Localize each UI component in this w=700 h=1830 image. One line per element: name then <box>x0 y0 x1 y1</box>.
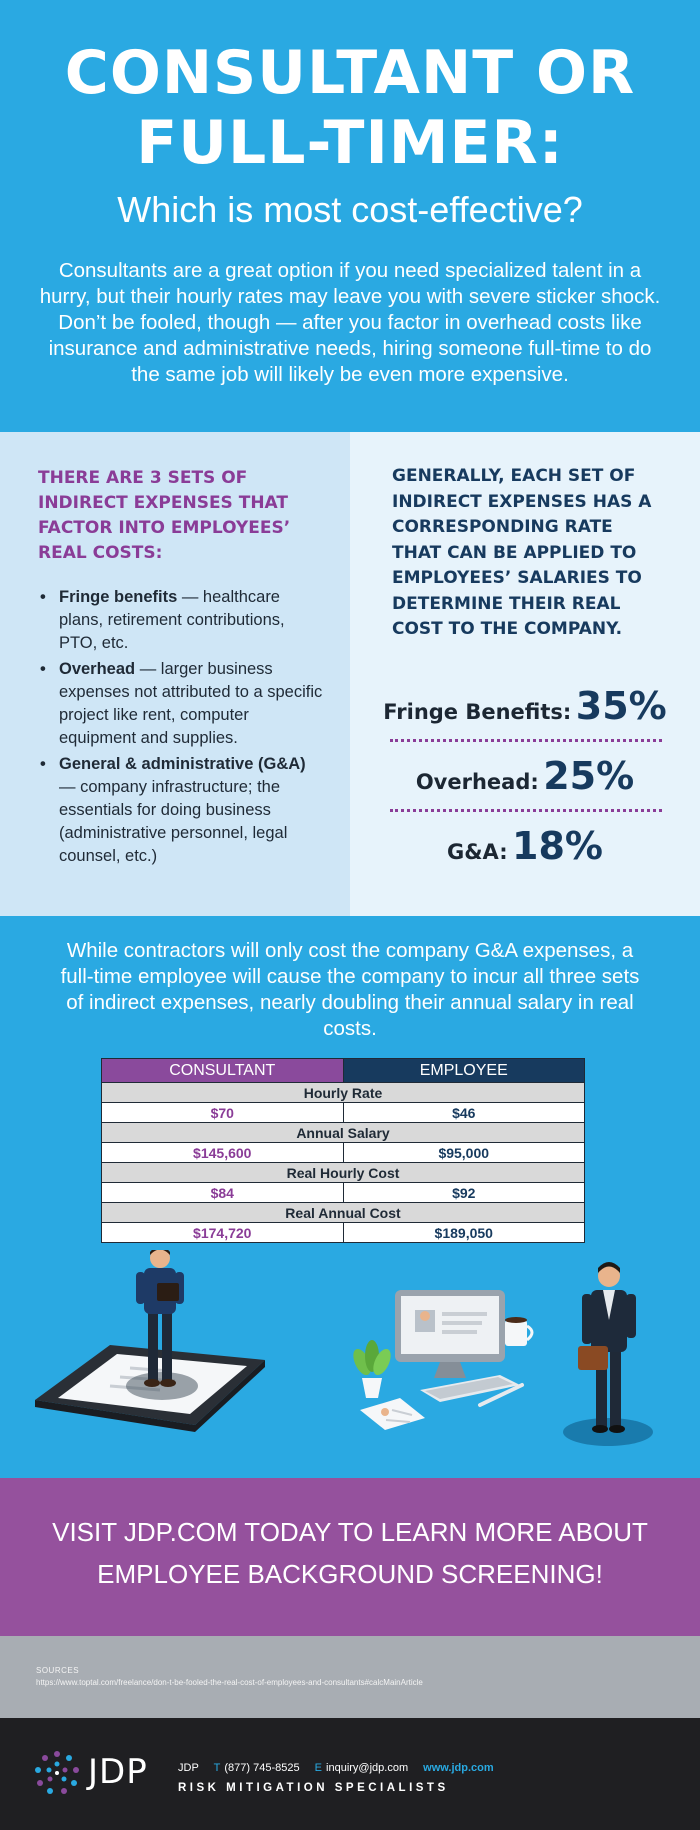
rate-label: Overhead <box>415 770 531 794</box>
rate-overhead: Overhead: 25% <box>415 754 635 798</box>
keyboard-icon <box>420 1375 520 1402</box>
employee-value: $46 <box>342 1102 585 1123</box>
table-row: $70 $46 <box>101 1102 585 1123</box>
dotted-divider <box>390 739 662 742</box>
item-term: Fringe benefits <box>59 588 178 606</box>
website-link[interactable]: www.jdp.com <box>423 1762 494 1774</box>
sources-heading: SOURCES <box>36 1666 80 1675</box>
employee-value: $95,000 <box>342 1142 585 1163</box>
contractors-paragraph: While contractors will only cost the com… <box>60 939 640 1040</box>
title-line-2: FULL-TIMER: <box>136 108 564 178</box>
table-header-row: CONSULTANT EMPLOYEE <box>101 1058 585 1083</box>
jdp-logo-icon <box>35 1751 79 1794</box>
hero-section: CONSULTANT OR FULL-TIMER: Which is most … <box>0 0 700 432</box>
coffee-cup-icon <box>505 1317 534 1346</box>
table-section-row: Real Annual Cost <box>101 1202 585 1223</box>
consultant-figure-icon <box>136 1250 184 1387</box>
cta-banner[interactable]: VISIT JDP.COM TODAY TO LEARN MORE ABOUT … <box>0 1478 700 1636</box>
email-link[interactable]: inquiry@jdp.com <box>326 1762 409 1774</box>
cta-line-1: VISIT JDP.COM TODAY TO LEARN MORE ABOUT <box>52 1517 648 1547</box>
row-label: Real Hourly Cost <box>101 1162 585 1183</box>
sources-section: SOURCES https://www.toptal.com/freelance… <box>0 1636 700 1718</box>
rate-label: G&A <box>446 840 500 864</box>
employee-value: $92 <box>342 1182 585 1203</box>
resume-papers-icon <box>360 1398 425 1430</box>
item-term: General & administrative (G&A) <box>59 755 306 773</box>
header-consultant: CONSULTANT <box>101 1058 344 1083</box>
plant-icon <box>353 1340 391 1398</box>
expense-sets-list: Fringe benefits — healthcare plans, reti… <box>34 586 324 871</box>
rate-label: Fringe Benefits <box>383 700 563 724</box>
intro-paragraph: Consultants are a great option if you ne… <box>39 259 661 386</box>
item-desc: — healthcare plans, retirement contribut… <box>59 588 285 652</box>
consultant-value: $70 <box>101 1102 344 1123</box>
expenses-section: THERE ARE 3 SETS OF INDIRECT EXPENSES TH… <box>0 432 700 916</box>
title-line-1: CONSULTANT OR <box>64 38 636 108</box>
rate-value: 25% <box>543 754 635 798</box>
computer-monitor-icon <box>395 1290 505 1378</box>
pen-icon <box>478 1383 524 1407</box>
item-term: Overhead <box>59 660 136 678</box>
list-item: General & administrative (G&A) — company… <box>34 753 324 868</box>
item-desc: — company infrastructure; the essentials… <box>59 778 288 865</box>
list-item: Overhead — larger business expenses not … <box>34 658 324 750</box>
cta-line-2: EMPLOYEE BACKGROUND SCREENING! <box>97 1559 603 1589</box>
logo-text: JDP <box>88 1752 148 1792</box>
company-name: JDP <box>178 1762 199 1774</box>
comparison-table: CONSULTANT EMPLOYEE Hourly Rate $70 $46 … <box>101 1058 585 1243</box>
row-label: Hourly Rate <box>101 1082 585 1103</box>
dotted-divider <box>390 809 662 812</box>
expense-sets-panel: THERE ARE 3 SETS OF INDIRECT EXPENSES TH… <box>0 432 350 916</box>
rate-fringe-benefits: Fringe Benefits: 35% <box>383 684 667 728</box>
row-label: Annual Salary <box>101 1122 585 1143</box>
list-item: Fringe benefits — healthcare plans, reti… <box>34 586 324 655</box>
source-link[interactable]: https://www.toptal.com/freelance/don-t-b… <box>36 1678 423 1687</box>
phone-key: T <box>213 1762 221 1774</box>
table-row: $174,720 $189,050 <box>101 1222 585 1243</box>
header-employee: EMPLOYEE <box>342 1058 585 1083</box>
item-desc: — larger business expenses not attribute… <box>59 660 323 747</box>
row-label: Real Annual Cost <box>101 1202 585 1223</box>
illustration <box>35 1250 653 1446</box>
rate-ga: G&A: 18% <box>446 824 604 868</box>
rate-value: 18% <box>512 824 604 868</box>
subtitle: Which is most cost-effective? <box>117 189 583 230</box>
rates-panel: GENERALLY, EACH SET OF INDIRECT EXPENSES… <box>350 432 700 916</box>
table-section-row: Hourly Rate <box>101 1082 585 1103</box>
consultant-value: $145,600 <box>101 1142 344 1163</box>
phone-number[interactable]: (877) 745-8525 <box>224 1762 300 1774</box>
table-section-row: Annual Salary <box>101 1122 585 1143</box>
employee-value: $189,050 <box>342 1222 585 1243</box>
table-row: $145,600 $95,000 <box>101 1142 585 1163</box>
consultant-value: $84 <box>101 1182 344 1203</box>
table-section-row: Real Hourly Cost <box>101 1162 585 1183</box>
rates-heading: GENERALLY, EACH SET OF INDIRECT EXPENSES… <box>392 466 652 639</box>
email-key: E <box>314 1762 323 1774</box>
consultant-value: $174,720 <box>101 1222 344 1243</box>
tagline: RISK MITIGATION SPECIALISTS <box>178 1782 449 1794</box>
employee-figure-icon <box>563 1262 653 1446</box>
table-row: $84 $92 <box>101 1182 585 1203</box>
expense-sets-heading: THERE ARE 3 SETS OF INDIRECT EXPENSES TH… <box>38 468 291 563</box>
rate-value: 35% <box>575 684 667 728</box>
